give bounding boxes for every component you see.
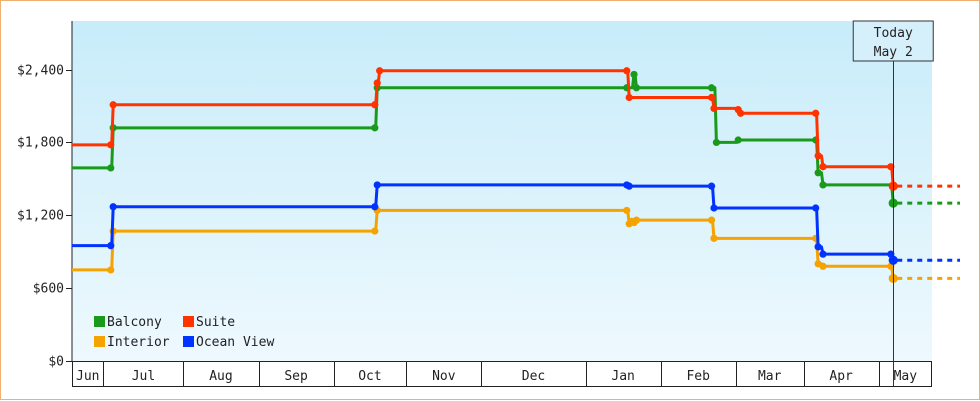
data-point bbox=[376, 67, 384, 75]
data-point bbox=[707, 84, 716, 92]
data-point bbox=[819, 181, 827, 189]
data-point bbox=[632, 216, 641, 224]
x-tick-label: Jun bbox=[76, 369, 99, 384]
data-point bbox=[623, 206, 631, 215]
today-marker: Today May 2 bbox=[852, 20, 934, 386]
data-point bbox=[109, 101, 117, 109]
legend-label: Interior bbox=[107, 335, 170, 350]
x-tick-label: Oct bbox=[358, 369, 381, 384]
data-point bbox=[814, 152, 822, 160]
data-point bbox=[819, 250, 827, 258]
y-tick-label: $1,800 bbox=[17, 136, 64, 151]
x-axis: Jun Jul Aug Sep Oct Nov Dec Jan Feb Mar Apr May bbox=[72, 361, 932, 387]
y-axis: $0 $600 $1,200 $1,800 $2,400 bbox=[17, 21, 73, 370]
data-point bbox=[371, 203, 379, 211]
data-point bbox=[107, 266, 115, 274]
data-point bbox=[707, 182, 716, 190]
data-point bbox=[107, 164, 115, 172]
x-tick-label: Dec bbox=[522, 369, 545, 384]
x-tick-label: Jul bbox=[132, 369, 155, 384]
data-point bbox=[737, 109, 745, 117]
legend-swatch bbox=[94, 336, 105, 347]
data-point bbox=[812, 204, 820, 212]
data-point bbox=[710, 204, 718, 212]
data-point bbox=[371, 101, 379, 109]
data-point bbox=[371, 124, 379, 132]
today-box bbox=[852, 20, 934, 62]
data-point bbox=[371, 227, 379, 235]
today-label: Today bbox=[874, 26, 913, 41]
legend-swatch bbox=[183, 336, 194, 347]
y-tick-label: $2,400 bbox=[17, 64, 64, 79]
series-interior bbox=[72, 206, 960, 284]
data-point bbox=[707, 93, 716, 102]
today-date: May 2 bbox=[874, 45, 913, 60]
data-point bbox=[712, 138, 720, 147]
legend-label: Ocean View bbox=[196, 335, 274, 350]
x-tick-label: Apr bbox=[829, 369, 853, 384]
data-point bbox=[819, 163, 827, 171]
legend: Balcony Suite Interior Ocean View bbox=[94, 315, 274, 350]
series-ocean-view bbox=[72, 181, 960, 265]
legend-swatch bbox=[94, 316, 105, 327]
x-tick-label: Feb bbox=[686, 369, 710, 384]
data-point bbox=[707, 216, 716, 224]
data-point bbox=[630, 70, 638, 79]
data-point bbox=[109, 203, 117, 211]
data-point bbox=[710, 104, 718, 113]
x-tick-label: Aug bbox=[209, 369, 232, 384]
plot-area bbox=[72, 21, 932, 361]
x-tick-label: May bbox=[894, 369, 918, 384]
series-layer bbox=[72, 67, 960, 284]
data-point bbox=[812, 109, 820, 117]
data-point bbox=[887, 163, 895, 171]
data-point bbox=[107, 242, 115, 250]
data-point bbox=[373, 181, 381, 189]
x-tick-label: Nov bbox=[432, 369, 456, 384]
legend-swatch bbox=[183, 316, 194, 327]
series-suite bbox=[72, 67, 960, 191]
x-tick-label: Mar bbox=[758, 369, 782, 384]
data-point bbox=[625, 182, 633, 190]
legend-label: Suite bbox=[196, 315, 235, 330]
x-tick-label: Sep bbox=[284, 369, 308, 384]
y-tick-label: $0 bbox=[48, 355, 64, 370]
data-point bbox=[625, 93, 633, 102]
data-point bbox=[814, 243, 822, 251]
y-tick-label: $1,200 bbox=[17, 209, 64, 224]
data-point bbox=[814, 169, 822, 177]
x-tick-label: Jan bbox=[611, 369, 634, 384]
data-point bbox=[107, 141, 115, 149]
data-point bbox=[710, 234, 718, 242]
data-point bbox=[734, 136, 742, 144]
data-point bbox=[632, 84, 641, 92]
y-tick-label: $600 bbox=[33, 282, 64, 297]
legend-label: Balcony bbox=[107, 315, 162, 330]
data-point bbox=[819, 262, 827, 270]
data-point bbox=[373, 79, 381, 87]
data-point bbox=[623, 67, 631, 75]
